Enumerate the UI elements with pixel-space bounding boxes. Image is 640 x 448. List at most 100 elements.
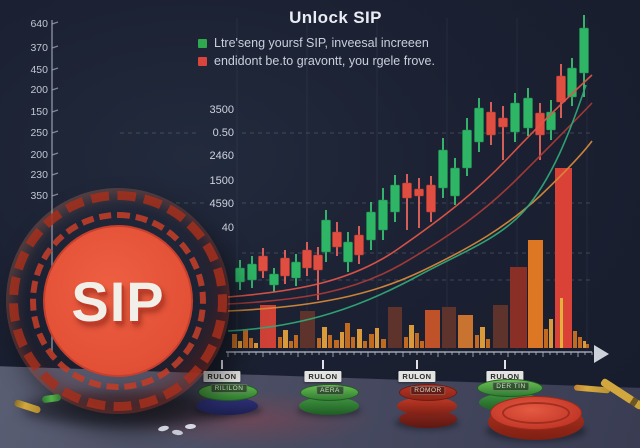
volume-bar xyxy=(442,307,456,348)
play-icon[interactable] xyxy=(594,345,609,363)
candle-body xyxy=(291,261,301,279)
page-title: Unlock SIP xyxy=(289,8,382,27)
coin-knurl-ring xyxy=(9,191,227,411)
volume-bar xyxy=(243,329,248,348)
volume-bar xyxy=(404,337,408,348)
blue-coin xyxy=(196,397,258,415)
coin-band-text: ROMOR xyxy=(410,386,446,395)
volume-bar xyxy=(458,315,473,348)
candle-body xyxy=(414,188,424,197)
volume-bar xyxy=(363,341,367,348)
y-axis-tick xyxy=(51,152,59,156)
candle-body xyxy=(450,167,460,197)
x-label-pointer xyxy=(322,360,324,369)
volume-bar xyxy=(510,267,527,348)
volume-bar xyxy=(415,333,419,348)
y-axis-tick xyxy=(51,130,59,134)
x-tick-label: RULON xyxy=(304,371,342,382)
y-axis-label: 450 xyxy=(30,64,48,76)
y-axis-label: 250 xyxy=(30,127,48,139)
candle-body xyxy=(438,149,448,189)
x-label-pointer xyxy=(416,360,418,369)
volume-bar xyxy=(493,305,508,348)
green-swatch-icon xyxy=(198,39,207,48)
volume-bar xyxy=(420,341,424,348)
volume-bar xyxy=(278,337,282,348)
red-coin xyxy=(399,410,457,428)
candle-body xyxy=(332,231,342,248)
volume-bar xyxy=(409,325,414,348)
candle-body xyxy=(402,182,412,199)
price-label: 0.50 xyxy=(212,127,234,139)
y-axis-label: 640 xyxy=(30,18,48,30)
volume-bar xyxy=(369,334,374,348)
x-label-pointer xyxy=(504,360,506,369)
volume-bar xyxy=(480,327,485,348)
y-axis-tick xyxy=(51,172,59,176)
sip-coin: SIP xyxy=(6,188,230,414)
y-axis-tick xyxy=(51,87,59,91)
candle-body xyxy=(390,184,400,213)
ma-red xyxy=(227,74,593,298)
coin-face: SIP xyxy=(43,225,193,377)
coin-band-text: RILILON xyxy=(210,384,248,393)
candle-body xyxy=(280,257,290,277)
volume-bar xyxy=(583,341,586,348)
y-axis-label: 370 xyxy=(30,42,48,54)
candle-body xyxy=(498,117,508,128)
candle-body xyxy=(235,267,245,283)
volume-bar xyxy=(560,298,563,348)
candle-body xyxy=(474,107,484,143)
candle-body xyxy=(302,249,312,269)
coin-label: SIP xyxy=(71,269,165,333)
candle-body xyxy=(579,27,589,74)
y-axis-tick xyxy=(51,109,59,113)
candle-body xyxy=(321,219,331,253)
candle-body xyxy=(313,254,323,271)
legend-item-risk: endidont be.to gravontt, you rgele frove… xyxy=(198,53,498,70)
volume-bar xyxy=(475,335,479,348)
volume-bar xyxy=(328,335,332,348)
y-axis-label: 150 xyxy=(30,106,48,118)
candle-body xyxy=(510,102,520,133)
volume-bar xyxy=(345,323,350,348)
volume-bar xyxy=(351,337,355,348)
volume-bar xyxy=(549,319,553,348)
candle-body xyxy=(523,97,533,129)
price-label: 3500 xyxy=(209,104,234,116)
candle-body xyxy=(378,199,388,231)
red-swatch-icon xyxy=(198,57,207,66)
volume-bar xyxy=(317,338,321,348)
ma-orange xyxy=(227,140,593,312)
volume-bar xyxy=(294,335,298,348)
volume-bar xyxy=(555,168,572,348)
coin-stack-c: ROMOR xyxy=(395,384,459,430)
volume-bar xyxy=(573,331,577,348)
red-coin xyxy=(397,397,457,415)
volume-bar xyxy=(300,311,315,348)
x-tick-label: RULON xyxy=(486,371,524,382)
price-label: 40 xyxy=(221,222,234,234)
candle-body xyxy=(426,184,436,213)
y-axis-tick xyxy=(51,45,59,49)
volume-bar xyxy=(322,327,327,348)
candle-body xyxy=(269,273,279,286)
candle-body xyxy=(247,263,257,281)
price-label: 4590 xyxy=(209,198,234,210)
red-coin-ring xyxy=(502,402,570,424)
volume-bar xyxy=(381,339,386,348)
volume-bar xyxy=(578,337,582,348)
price-label: 1500 xyxy=(209,175,234,187)
candle-body xyxy=(366,211,376,241)
coin-band-text: DER TIN xyxy=(492,382,530,391)
x-label-pointer xyxy=(221,360,223,369)
volume-bar xyxy=(357,329,362,348)
y-axis-label: 350 xyxy=(30,190,48,202)
coin-stack-a: RILILON xyxy=(194,381,262,417)
candle-body xyxy=(258,255,268,272)
y-axis-label: 200 xyxy=(30,149,48,161)
volume-bar xyxy=(232,334,237,348)
volume-bar xyxy=(334,340,339,348)
candle-body xyxy=(462,129,472,169)
